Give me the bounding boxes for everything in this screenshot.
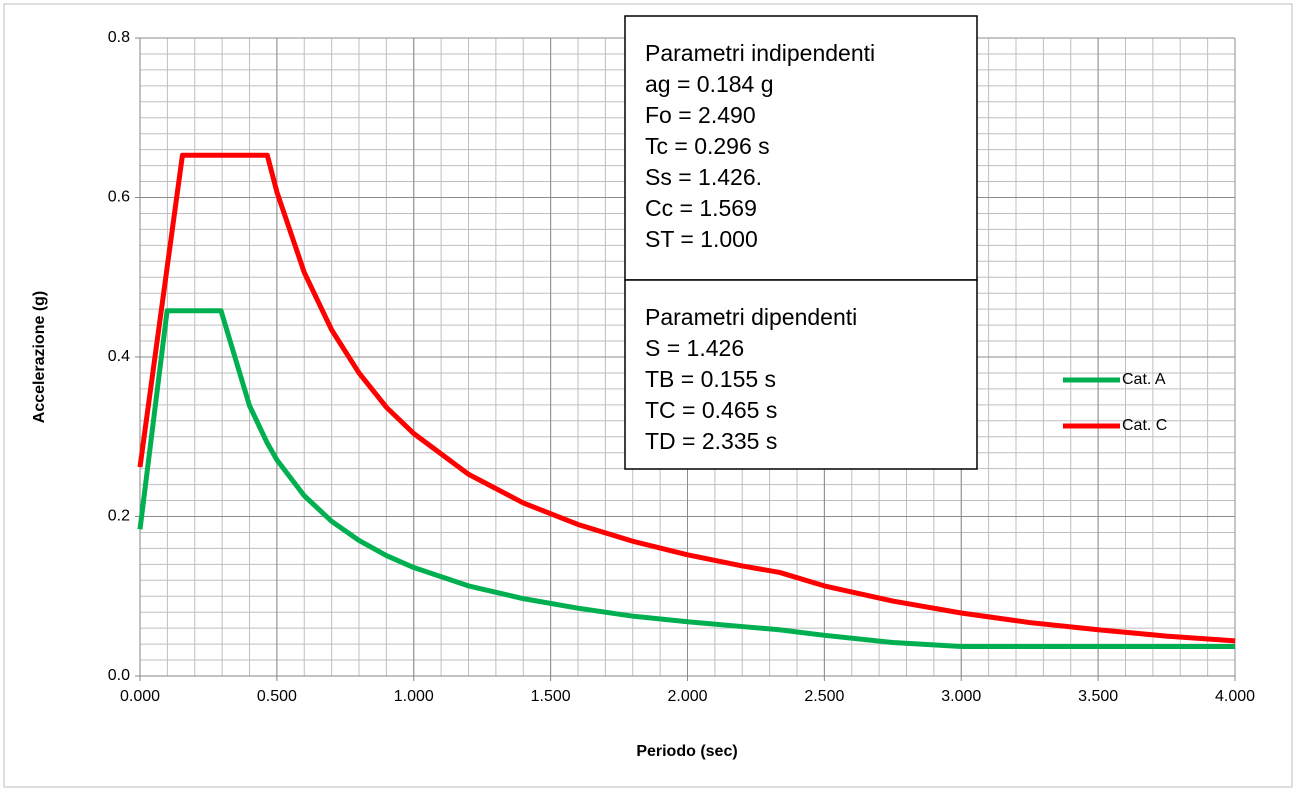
x-tick-label: 3.000 (941, 688, 981, 705)
x-axis-title: Periodo (sec) (636, 743, 737, 760)
y-tick-label: 0.6 (108, 189, 130, 206)
series-line (137, 152, 1236, 644)
x-tick-label: 4.000 (1215, 688, 1255, 705)
y-tick-label: 0.0 (108, 667, 130, 684)
annotation-text: TB = 0.155 s (645, 366, 776, 392)
annotation-text: Cc = 1.569 (645, 195, 757, 221)
y-tick-label: 0.2 (108, 508, 130, 525)
series-line (137, 308, 1235, 649)
y-tick-label: 0.4 (108, 348, 130, 365)
x-tick-label: 1.500 (531, 688, 571, 705)
y-tick-label: 0.8 (108, 29, 130, 46)
annotation-text: TC = 0.465 s (645, 397, 777, 423)
x-tick-label: 0.000 (120, 688, 160, 705)
legend-label: Cat. C (1122, 417, 1167, 434)
annotation-text: Fo = 2.490 (645, 102, 756, 128)
annotation-text: Ss = 1.426. (645, 164, 762, 190)
annotation-box (624, 279, 978, 470)
x-tick-label: 3.500 (1078, 688, 1118, 705)
legend-label: Cat. A (1122, 371, 1166, 388)
x-tick-label: 0.500 (257, 688, 297, 705)
y-axis-title: Accelerazione (g) (31, 291, 48, 423)
x-tick-label: 1.000 (394, 688, 434, 705)
annotation-text: Parametri indipendenti (645, 40, 875, 66)
annotation-text: ST = 1.000 (645, 226, 758, 252)
x-tick-label: 2.500 (804, 688, 844, 705)
annotation-text: S = 1.426 (645, 335, 744, 361)
annotation-text: Parametri dipendenti (645, 304, 857, 330)
annotation-text: TD = 2.335 s (645, 428, 777, 454)
annotation-text: ag = 0.184 g (645, 71, 774, 97)
annotation-text: Tc = 0.296 s (645, 133, 770, 159)
x-tick-label: 2.000 (667, 688, 707, 705)
annotation-box (624, 15, 978, 281)
